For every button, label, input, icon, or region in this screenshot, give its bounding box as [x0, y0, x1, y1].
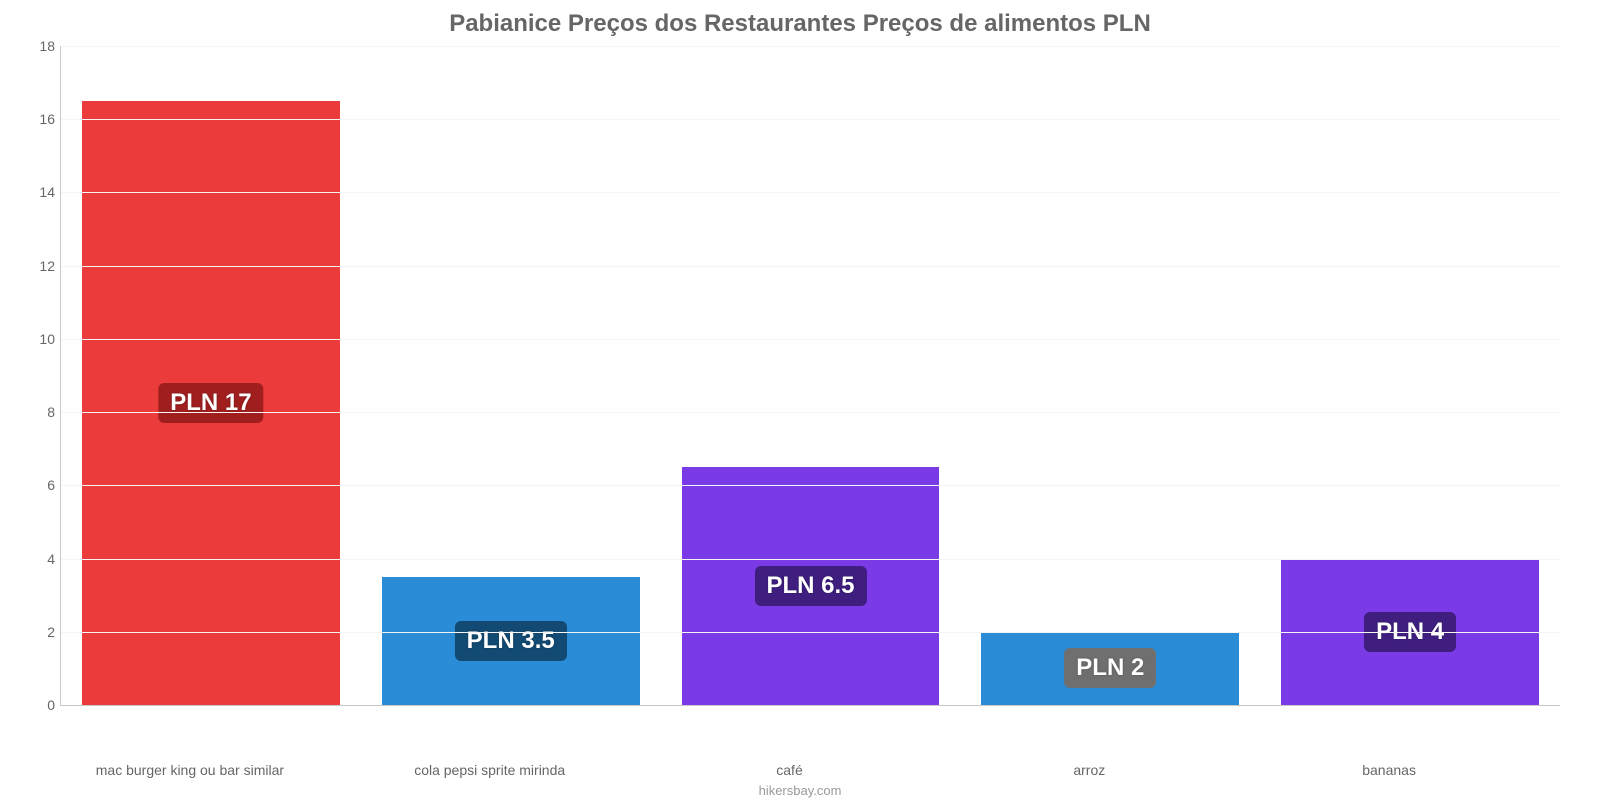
gridline [61, 119, 1560, 120]
gridline [61, 485, 1560, 486]
x-tick-label: bananas [1362, 762, 1416, 778]
y-tick-label: 18 [27, 38, 55, 54]
y-tick-label: 8 [27, 404, 55, 420]
bars-layer: PLN 17PLN 3.5PLN 6.5PLN 2PLN 4 [61, 46, 1560, 705]
gridline [61, 192, 1560, 193]
y-tick-label: 16 [27, 111, 55, 127]
x-tick-label: mac burger king ou bar similar [96, 762, 284, 778]
bar-value-badge: PLN 2 [1064, 648, 1156, 688]
gridline [61, 632, 1560, 633]
chart-container: Pabianice Preços dos Restaurantes Preços… [0, 0, 1600, 800]
y-tick-label: 6 [27, 477, 55, 493]
gridline [61, 412, 1560, 413]
x-axis-ticks: mac burger king ou bar similar cola pepsi… [40, 762, 1580, 782]
x-tick-label: arroz [1073, 762, 1105, 778]
y-tick-label: 0 [27, 697, 55, 713]
bar-value-badge: PLN 6.5 [754, 566, 866, 606]
bar-value-badge: PLN 3.5 [455, 621, 567, 661]
gridline [61, 339, 1560, 340]
gridline [61, 559, 1560, 560]
y-tick-label: 2 [27, 624, 55, 640]
chart-title: Pabianice Preços dos Restaurantes Preços… [20, 10, 1580, 38]
gridline [61, 266, 1560, 267]
y-tick-label: 14 [27, 184, 55, 200]
gridline [61, 46, 1560, 47]
plot-area: PLN 17PLN 3.5PLN 6.5PLN 2PLN 4 024681012… [60, 46, 1560, 706]
x-tick-label: café [776, 762, 802, 778]
y-tick-label: 10 [27, 331, 55, 347]
attribution-text: hikersbay.com [0, 783, 1600, 798]
bar-value-badge: PLN 17 [158, 383, 263, 423]
y-tick-label: 12 [27, 258, 55, 274]
y-tick-label: 4 [27, 551, 55, 567]
x-tick-label: cola pepsi sprite mirinda [414, 762, 565, 778]
